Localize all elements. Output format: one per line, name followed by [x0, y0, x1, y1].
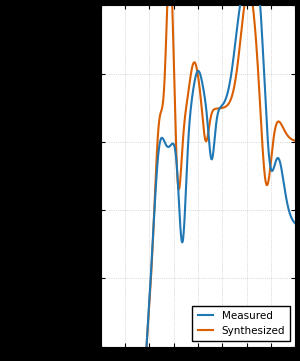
Measured — [214, 125, 217, 130]
Measured — [229, 73, 233, 78]
Line: Measured: Measured — [100, 0, 296, 361]
Synthesized — [149, 282, 152, 286]
Line: Synthesized: Synthesized — [100, 0, 296, 361]
Legend: Measured, Synthesized: Measured, Synthesized — [192, 306, 290, 342]
Synthesized — [214, 106, 217, 111]
Measured — [294, 222, 297, 226]
Synthesized — [187, 84, 191, 89]
Synthesized — [294, 139, 297, 143]
Measured — [149, 271, 153, 275]
Synthesized — [229, 97, 233, 101]
Measured — [187, 127, 191, 131]
